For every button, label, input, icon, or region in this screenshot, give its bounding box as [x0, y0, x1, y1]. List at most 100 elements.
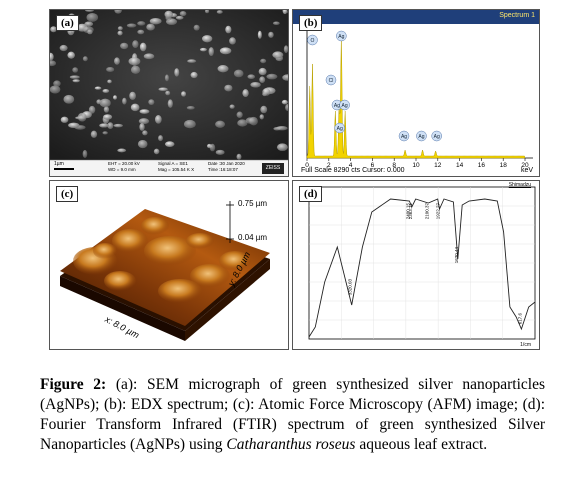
sem-info-left: EHT = 20.00 kV WD = 9.0 mm: [108, 161, 140, 173]
panel-d-label: (d): [299, 186, 323, 202]
nanoparticle: [174, 68, 180, 77]
edx-tick-label: 4: [349, 162, 353, 169]
nanoparticle: [276, 143, 288, 151]
nanoparticle: [158, 135, 163, 142]
edx-peak-label: Cl: [329, 78, 334, 84]
edx-tick-label: 6: [371, 162, 375, 169]
nanoparticle: [215, 120, 226, 128]
nanoparticle: [139, 123, 145, 131]
edx-tick-label: 12: [434, 162, 442, 169]
nanoparticle: [143, 53, 155, 60]
nanoparticle: [117, 30, 123, 36]
nanoparticle: [72, 79, 80, 83]
nanoparticle: [50, 26, 57, 33]
nanoparticle: [225, 25, 232, 34]
nanoparticle: [245, 117, 256, 124]
nanoparticle: [130, 65, 141, 74]
afm-surface-feature: [93, 243, 117, 259]
nanoparticle: [281, 99, 288, 105]
nanoparticle: [276, 126, 288, 131]
edx-tick-label: 14: [456, 162, 464, 169]
nanoparticle: [130, 103, 140, 112]
nanoparticle: [82, 56, 88, 62]
nanoparticle: [139, 109, 150, 114]
figure-caption: Figure 2: (a): SEM micrograph of green s…: [40, 375, 545, 455]
nanoparticle: [285, 103, 288, 112]
caption-species: Catharanthus roseus: [226, 436, 356, 453]
afm-image-panel: (c) 0.75 µm 0.04 µm y: 8.0 µm x: 8.0 µm: [49, 180, 289, 350]
nanoparticle: [132, 40, 139, 48]
nanoparticle: [86, 13, 99, 22]
nanoparticle: [67, 51, 75, 59]
nanoparticle: [282, 10, 288, 15]
nanoparticle: [282, 74, 288, 81]
sem-wd: WD = 9.0 mm: [108, 167, 136, 172]
afm-z-mid: 0.04 µm: [238, 233, 268, 242]
afm-z-top: 0.75 µm: [238, 199, 268, 208]
nanoparticle: [50, 85, 61, 94]
ftir-peak-label: 617.6: [517, 313, 522, 325]
ftir-trace: [308, 198, 536, 338]
nanoparticle: [229, 104, 235, 109]
nanoparticle: [83, 26, 94, 34]
nanoparticle: [50, 60, 57, 67]
edx-tick-label: 20: [521, 162, 529, 169]
nanoparticle: [242, 89, 249, 98]
nanoparticle: [82, 149, 88, 158]
nanoparticle: [260, 58, 267, 64]
nanoparticle: [117, 148, 127, 153]
nanoparticle: [236, 111, 243, 119]
edx-tick-label: 2: [327, 162, 331, 169]
panel-b-label: (b): [299, 15, 323, 31]
nanoparticle: [59, 44, 68, 52]
sem-info-right: Date :30 Jan 2020 Time :16:18:07: [208, 161, 245, 173]
panel-c-label: (c): [56, 186, 79, 202]
nanoparticle: [50, 52, 54, 61]
nanoparticle: [72, 67, 79, 73]
nanoparticle: [236, 153, 242, 160]
afm-surface-feature: [144, 236, 196, 266]
edx-peak-label: Ag: [418, 134, 424, 140]
nanoparticle: [215, 149, 225, 155]
nanoparticle: [99, 123, 109, 128]
nanoparticle: [126, 23, 137, 28]
ftir-peak-label: 1922.27: [435, 203, 440, 220]
edx-peak-label: Ag: [337, 126, 343, 132]
nanoparticle: [237, 119, 248, 127]
afm-surface-feature: [190, 264, 230, 288]
nanoparticle: [53, 80, 61, 87]
nanoparticle: [229, 37, 236, 45]
afm-surface-feature: [158, 279, 202, 303]
nanoparticle: [103, 114, 113, 120]
edx-tick-label: 8: [392, 162, 396, 169]
nanoparticle: [102, 89, 110, 93]
ftir-header: Shimadzu: [508, 182, 531, 188]
nanoparticle: [114, 57, 120, 65]
nanoparticle: [247, 74, 255, 80]
nanoparticle: [85, 10, 94, 12]
edx-spectrum-trace: [306, 35, 526, 159]
nanoparticle: [257, 30, 262, 39]
sem-logo: ZEISS: [262, 163, 284, 174]
nanoparticle: [186, 106, 195, 110]
nanoparticle: [183, 119, 196, 129]
nanoparticle: [164, 74, 169, 82]
afm-surface-feature: [104, 271, 136, 291]
ftir-peak-label: 1630.44: [454, 247, 459, 264]
sem-scalebar: [54, 168, 74, 170]
nanoparticle: [88, 105, 96, 114]
sem-micrograph-image: [50, 10, 288, 176]
edx-spectrum-title: Spectrum 1: [499, 12, 535, 19]
nanoparticle: [179, 10, 187, 17]
edx-tick-label: 18: [500, 162, 508, 169]
nanoparticle: [146, 23, 155, 31]
nanoparticle: [120, 42, 129, 50]
nanoparticle: [153, 148, 160, 155]
edx-peak-label: Ag: [338, 34, 344, 40]
panel-a-label: (a): [56, 15, 79, 31]
nanoparticle: [216, 10, 223, 14]
nanoparticle: [106, 67, 115, 72]
nanoparticle: [217, 65, 229, 73]
nanoparticle: [272, 51, 284, 59]
